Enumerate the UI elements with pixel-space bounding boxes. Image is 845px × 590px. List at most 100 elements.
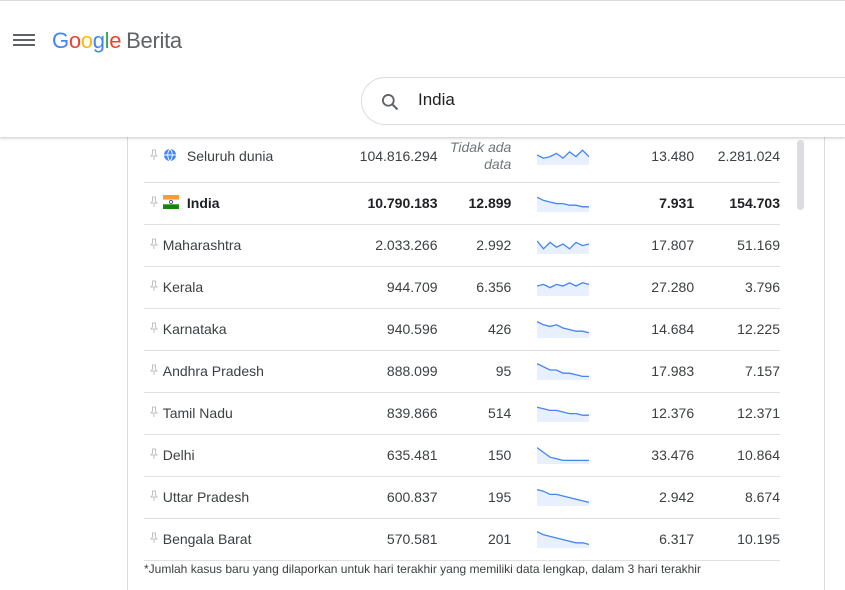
search-input[interactable] [418,90,818,110]
location-name[interactable]: Kerala [162,266,319,309]
table-row[interactable]: Tamil Nadu 839.866 514 12.376 12.371 [144,392,780,435]
trend-sparkline [537,446,590,464]
location-name[interactable]: India [186,182,319,225]
table-row[interactable]: Kerala 944.709 6.356 27.280 3.796 [144,266,780,309]
location-icon-cell [162,182,187,225]
trend-sparkline [537,362,590,380]
pin-icon[interactable] [144,350,163,393]
location-name[interactable]: Seluruh dunia [186,131,319,183]
total-cases-cell: 635.481 [318,434,438,477]
trend-sparkline [537,530,590,548]
cases-per-million-cell: 2.942 [615,476,695,519]
sparkline-cell [511,350,616,393]
logo-letter: G [52,28,69,53]
cases-per-million-cell: 14.684 [615,308,695,351]
sparkline-cell [511,308,616,351]
search-icon[interactable] [380,92,400,112]
pin-icon[interactable] [144,224,163,267]
deaths-cell: 12.371 [694,392,780,435]
logo-letter: o [68,28,81,53]
logo-letter: o [80,28,93,53]
table-row[interactable]: Delhi 635.481 150 33.476 10.864 [144,434,780,477]
location-name[interactable]: Bengala Barat [162,518,319,561]
pin-icon[interactable] [144,308,163,351]
cases-per-million-cell: 27.280 [615,266,695,309]
pin-icon[interactable] [144,476,163,519]
logo-letter: l [104,28,110,53]
cases-per-million-cell: 17.983 [615,350,695,393]
new-cases-cell: 12.899 [437,182,512,225]
location-icon-cell [162,131,187,183]
location-name[interactable]: Andhra Pradesh [162,350,319,393]
trend-sparkline [537,196,590,212]
logo-letter: e [109,28,122,53]
cases-per-million-cell: 17.807 [615,224,695,267]
deaths-cell: 2.281.024 [694,131,780,183]
top-bar: Google Berita [0,0,845,137]
table-row[interactable]: Andhra Pradesh 888.099 95 17.983 7.157 [144,350,780,393]
logo-letter: g [92,28,105,53]
trend-sparkline [537,149,590,165]
total-cases-cell: 600.837 [318,476,438,519]
total-cases-cell: 10.790.183 [318,182,438,225]
total-cases-cell: 940.596 [318,308,438,351]
trend-sparkline [537,320,590,338]
india-flag-icon [162,194,179,212]
new-cases-cell: 514 [437,392,512,435]
cases-per-million-cell: 33.476 [615,434,695,477]
table-row[interactable]: Maharashtra 2.033.266 2.992 17.807 51.169 [144,224,780,267]
sparkline-cell [511,434,616,477]
trend-sparkline [537,406,590,422]
new-cases-cell: 2.992 [437,224,512,267]
trend-sparkline [537,488,590,506]
table-row[interactable]: Karnataka 940.596 426 14.684 12.225 [144,308,780,351]
deaths-cell: 10.864 [694,434,780,477]
no-data-text: data [484,156,512,173]
sparkline-cell [511,224,616,267]
pin-icon[interactable] [144,434,163,477]
pin-icon[interactable] [144,266,163,309]
location-name[interactable]: Delhi [162,434,319,477]
trend-sparkline [536,239,590,254]
table-row[interactable]: Seluruh dunia 104.816.294 Tidak ada data 13.… [144,131,780,183]
table-row[interactable]: Uttar Pradesh 600.837 195 2.942 8.674 [144,476,780,519]
table-row[interactable]: Bengala Barat 570.581 201 6.317 10.195 [144,518,780,561]
deaths-cell: 10.195 [694,518,780,561]
table-row[interactable]: India 10.790.183 12.899 7.931 154.703 [144,182,780,225]
pin-icon[interactable] [144,131,163,183]
pin-icon[interactable] [144,182,163,225]
new-cases-cell: 426 [437,308,512,351]
sparkline-cell [511,392,616,435]
no-data-text: Tidak ada [449,139,512,156]
total-cases-cell: 104.816.294 [318,131,438,183]
cases-per-million-cell: 7.931 [615,182,695,225]
google-news-logo[interactable]: Google Berita [52,28,182,54]
new-cases-cell: 201 [437,518,512,561]
location-name[interactable]: Tamil Nadu [162,392,319,435]
new-cases-cell: 95 [437,350,512,393]
pin-icon[interactable] [144,392,163,435]
cases-per-million-cell: 12.376 [615,392,695,435]
cases-per-million-cell: 13.480 [615,131,695,183]
deaths-cell: 12.225 [694,308,780,351]
sparkline-cell [511,518,616,561]
footnote: *Jumlah kasus baru yang dilaporkan untuk… [144,562,701,576]
search-box[interactable] [361,77,845,125]
menu-icon[interactable] [13,31,35,51]
deaths-cell: 154.703 [694,182,780,225]
location-name[interactable]: Uttar Pradesh [162,476,319,519]
scrollbar-thumb[interactable] [797,140,804,210]
sparkline-cell [511,266,616,309]
total-cases-cell: 2.033.266 [318,224,438,267]
deaths-cell: 51.169 [694,224,780,267]
product-name: Berita [126,28,182,53]
total-cases-cell: 944.709 [318,266,438,309]
new-cases-cell: 195 [437,476,512,519]
sparkline-cell [511,131,616,183]
covid-stats-table: Seluruh dunia 104.816.294 Tidak ada data 13.… [144,131,780,561]
deaths-cell: 3.796 [694,266,780,309]
location-name[interactable]: Karnataka [162,308,319,351]
pin-icon[interactable] [144,518,163,561]
location-name[interactable]: Maharashtra [162,224,319,267]
total-cases-cell: 570.581 [318,518,438,561]
